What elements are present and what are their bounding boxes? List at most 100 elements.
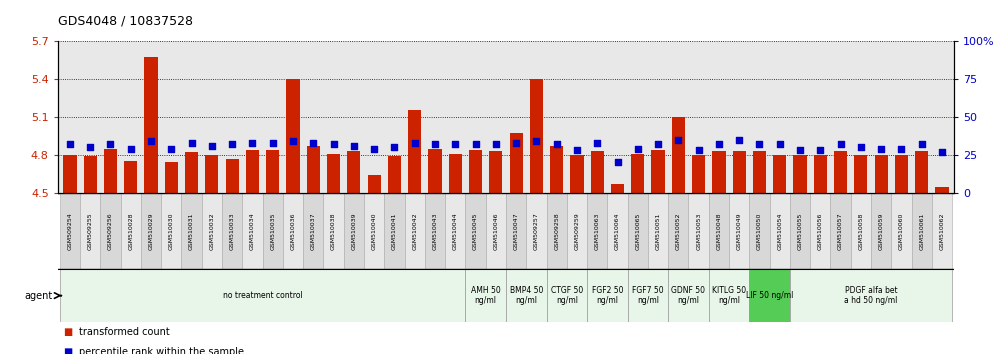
Point [893, 146, 909, 152]
Bar [855, 155, 868, 193]
Bar [790, 193, 810, 269]
Text: GSM510038: GSM510038 [331, 212, 336, 250]
Text: GSM510043: GSM510043 [432, 212, 437, 250]
Bar [465, 193, 486, 269]
Point [731, 137, 747, 142]
Text: GSM510045: GSM510045 [473, 212, 478, 250]
Text: GSM510060: GSM510060 [899, 212, 904, 250]
Text: GSM509258: GSM509258 [554, 212, 559, 250]
Bar [627, 193, 648, 269]
Point [629, 146, 645, 152]
Bar [181, 193, 202, 269]
Bar [510, 133, 523, 193]
Text: GSM510035: GSM510035 [270, 212, 275, 250]
Bar [327, 154, 341, 193]
Point [508, 140, 524, 145]
Bar [242, 193, 263, 269]
Text: GSM510040: GSM510040 [372, 212, 376, 250]
Point [529, 138, 545, 144]
Point [610, 160, 625, 165]
Point [590, 140, 606, 145]
Text: GSM510046: GSM510046 [493, 212, 498, 250]
Point [204, 143, 220, 149]
Bar [64, 155, 77, 193]
Bar [571, 155, 584, 193]
Bar [526, 193, 547, 269]
Text: LIF 50 ng/ml: LIF 50 ng/ml [746, 291, 793, 300]
Bar [872, 193, 891, 269]
Bar [486, 193, 506, 269]
Text: AMH 50
ng/ml: AMH 50 ng/ml [471, 286, 501, 305]
Point [447, 141, 463, 147]
Bar [448, 154, 462, 193]
Text: GSM510054: GSM510054 [777, 212, 782, 250]
Text: GSM510056: GSM510056 [818, 212, 823, 250]
Bar [164, 162, 178, 193]
Text: GDS4048 / 10837528: GDS4048 / 10837528 [58, 14, 193, 27]
Point [913, 141, 929, 147]
Point [406, 140, 422, 145]
Text: percentile rank within the sample: percentile rank within the sample [79, 347, 244, 354]
Bar [60, 193, 80, 269]
Bar [790, 269, 952, 322]
Point [427, 141, 443, 147]
Text: transformed count: transformed count [79, 327, 169, 337]
Bar [408, 110, 421, 193]
Text: GSM510042: GSM510042 [412, 212, 417, 250]
Text: GSM510055: GSM510055 [798, 212, 803, 250]
Point [285, 138, 301, 144]
Point [650, 141, 666, 147]
Text: GSM510028: GSM510028 [128, 212, 133, 250]
Text: GSM510063: GSM510063 [595, 212, 600, 250]
Point [873, 146, 889, 152]
Bar [425, 193, 445, 269]
Text: GSM510048: GSM510048 [716, 212, 721, 250]
Bar [469, 150, 482, 193]
Bar [205, 155, 218, 193]
Bar [465, 269, 506, 322]
Point [244, 140, 260, 145]
Text: GSM510047: GSM510047 [514, 212, 519, 250]
Point [346, 143, 362, 149]
Text: GSM510059: GSM510059 [878, 212, 883, 250]
Text: no treatment control: no treatment control [223, 291, 303, 300]
Bar [547, 193, 567, 269]
Bar [851, 193, 872, 269]
Bar [303, 193, 324, 269]
Point [83, 144, 99, 150]
Text: GSM510037: GSM510037 [311, 212, 316, 250]
Bar [671, 117, 685, 193]
Point [792, 148, 808, 153]
Text: FGF2 50
ng/ml: FGF2 50 ng/ml [592, 286, 623, 305]
Bar [935, 187, 948, 193]
Bar [104, 149, 118, 193]
Bar [387, 156, 401, 193]
Bar [185, 152, 198, 193]
Bar [810, 193, 831, 269]
Text: GDNF 50
ng/ml: GDNF 50 ng/ml [671, 286, 705, 305]
Text: ■: ■ [63, 327, 72, 337]
Text: GSM510033: GSM510033 [230, 212, 235, 250]
Text: GSM509257: GSM509257 [534, 212, 539, 250]
Text: GSM510031: GSM510031 [189, 212, 194, 250]
Point [569, 148, 585, 153]
Bar [266, 150, 279, 193]
Text: CTGF 50
ng/ml: CTGF 50 ng/ml [551, 286, 583, 305]
Bar [121, 193, 140, 269]
Point [853, 144, 869, 150]
Bar [124, 161, 137, 193]
Text: GSM510036: GSM510036 [291, 212, 296, 250]
Bar [733, 151, 746, 193]
Point [367, 146, 382, 152]
Bar [506, 193, 526, 269]
Bar [101, 193, 121, 269]
Bar [729, 193, 749, 269]
Bar [608, 193, 627, 269]
Text: GSM509255: GSM509255 [88, 212, 93, 250]
Bar [384, 193, 404, 269]
Text: GSM510039: GSM510039 [352, 212, 357, 250]
Bar [631, 154, 644, 193]
Point [224, 141, 240, 147]
Point [143, 138, 159, 144]
Point [488, 141, 504, 147]
